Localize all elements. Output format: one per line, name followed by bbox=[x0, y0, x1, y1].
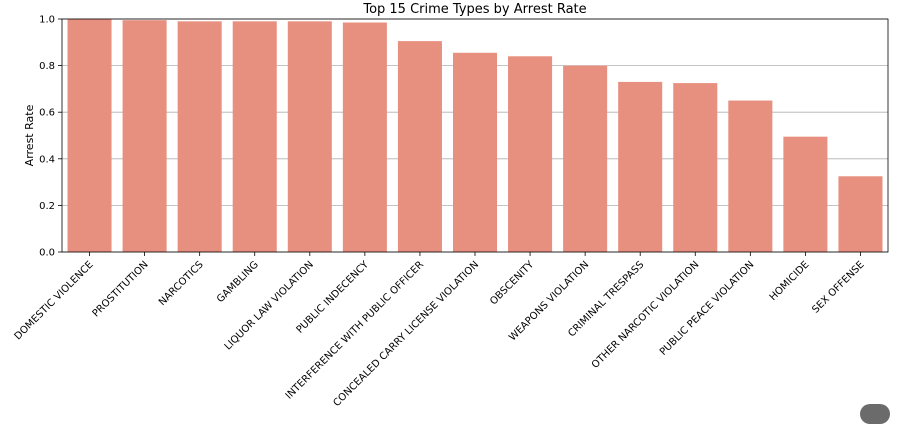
x-tick-label: GAMBLING bbox=[215, 259, 261, 305]
bar bbox=[122, 20, 167, 253]
x-tick-label: NARCOTICS bbox=[157, 259, 206, 308]
bar bbox=[232, 21, 277, 252]
bar-chart: 0.0 0.2 0.4 0.6 0.8 1.0 DOMESTIC VIOLENCEPROS… bbox=[13, 2, 889, 409]
y-tick-label: 0.6 bbox=[39, 108, 55, 119]
bar bbox=[287, 21, 332, 252]
y-axis-ticks: 0.0 0.2 0.4 0.6 0.8 1.0 bbox=[39, 15, 62, 259]
x-tick-label: PROSTITUTION bbox=[91, 259, 151, 319]
y-tick-label: 1.0 bbox=[39, 15, 55, 26]
y-axis-title: Arrest Rate bbox=[23, 104, 36, 166]
bar bbox=[67, 19, 112, 252]
bars bbox=[67, 19, 883, 253]
bar bbox=[177, 21, 222, 252]
bar bbox=[342, 22, 387, 253]
x-tick-label: PUBLIC PEACE VIOLATION bbox=[658, 259, 757, 358]
x-tick-label: SEX OFFENSE bbox=[810, 259, 866, 315]
x-tick-label: OTHER NARCOTIC VIOLATION bbox=[590, 259, 702, 371]
bar bbox=[563, 65, 608, 252]
x-tick-label: DOMESTIC VIOLENCE bbox=[13, 259, 96, 342]
x-tick-label: LIQUOR LAW VIOLATION bbox=[223, 259, 316, 352]
y-tick-label: 0.0 bbox=[39, 248, 55, 259]
bar bbox=[783, 136, 828, 252]
bar bbox=[728, 100, 773, 252]
y-tick-label: 0.8 bbox=[39, 61, 55, 72]
y-tick-label: 0.2 bbox=[39, 201, 55, 212]
corner-badge bbox=[860, 404, 890, 424]
bar bbox=[397, 41, 442, 253]
chart-title: Top 15 Crime Types by Arrest Rate bbox=[362, 2, 586, 17]
bar bbox=[508, 56, 553, 252]
bar bbox=[838, 176, 883, 252]
bar bbox=[673, 83, 718, 252]
x-tick-label: HOMICIDE bbox=[768, 259, 812, 303]
y-tick-label: 0.4 bbox=[39, 154, 55, 165]
bar bbox=[452, 52, 498, 252]
bar bbox=[618, 81, 663, 252]
x-tick-label: OBSCENITY bbox=[488, 259, 537, 308]
